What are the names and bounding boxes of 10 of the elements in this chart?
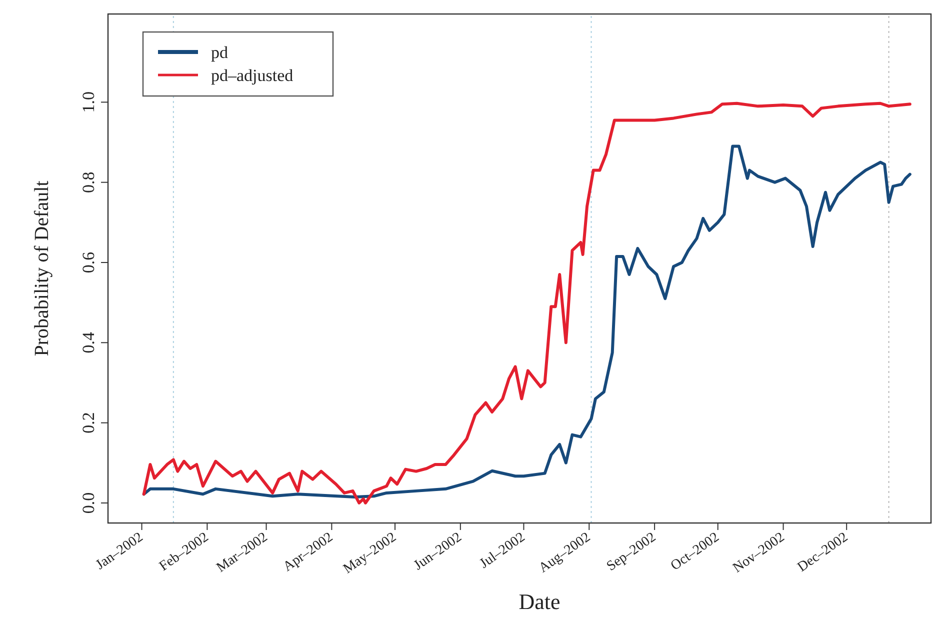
y-tick-label: 0.6: [79, 252, 98, 274]
y-axis-title: Probability of Default: [31, 180, 53, 356]
y-tick-label: 0.0: [79, 492, 98, 514]
y-tick-label: 0.4: [79, 332, 98, 354]
y-tick-label: 0.2: [79, 412, 98, 434]
legend-label: pd–adjusted: [211, 66, 294, 85]
y-tick-label: 0.8: [79, 172, 98, 193]
x-axis-title: Date: [518, 589, 560, 614]
legend-label: pd: [211, 43, 228, 62]
y-tick-label: 1.0: [79, 92, 98, 113]
